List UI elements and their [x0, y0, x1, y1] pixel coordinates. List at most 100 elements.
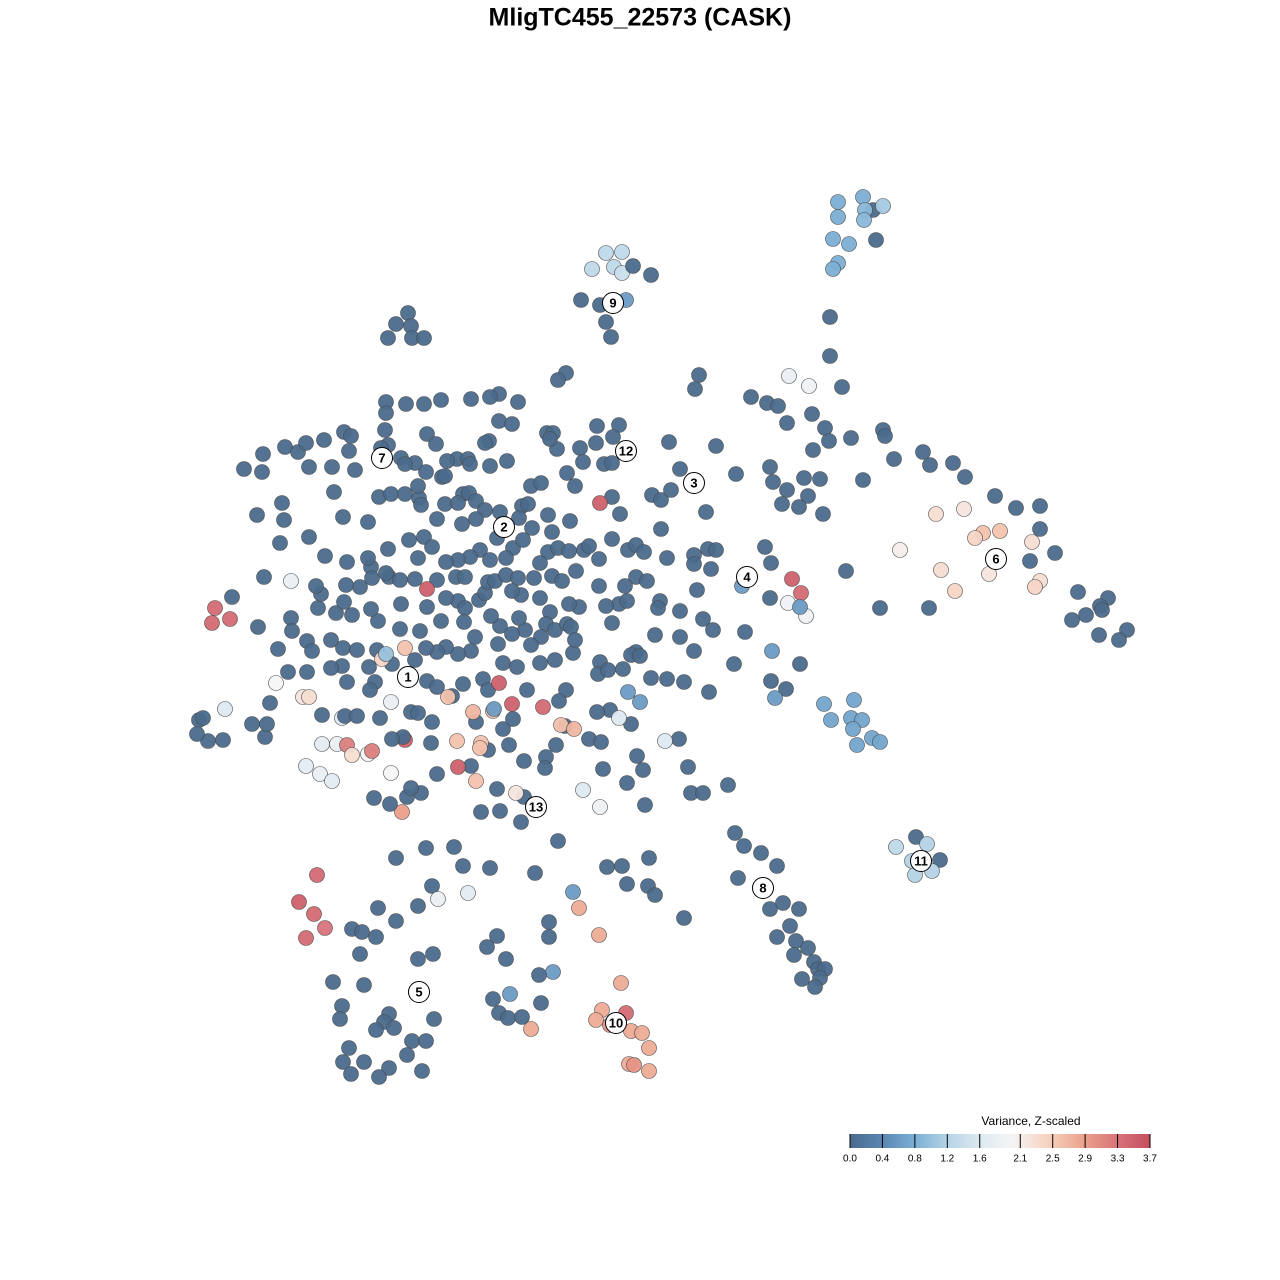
points [189, 189, 1135, 1085]
point [614, 244, 630, 260]
point [450, 495, 466, 511]
point [841, 236, 857, 252]
point [793, 585, 809, 601]
point [324, 459, 340, 475]
point [483, 608, 499, 624]
point [825, 231, 841, 247]
point [643, 670, 659, 686]
colorbar-tick-label: 3.7 [1143, 1154, 1157, 1165]
point [573, 292, 589, 308]
point [371, 1069, 387, 1085]
point [492, 803, 508, 819]
point [614, 265, 630, 281]
point [544, 524, 560, 540]
point [491, 675, 507, 691]
point [561, 596, 577, 612]
colorbar-tick-label: 0.0 [843, 1154, 857, 1165]
point [298, 758, 314, 774]
point [653, 521, 669, 537]
point [559, 465, 575, 481]
point [619, 775, 635, 791]
point [763, 673, 779, 689]
point [511, 510, 527, 526]
point [551, 693, 567, 709]
point [796, 470, 812, 486]
point [695, 611, 711, 627]
point [708, 438, 724, 454]
point [762, 590, 778, 606]
point [502, 986, 518, 1002]
point [383, 765, 399, 781]
point [513, 814, 529, 830]
point [589, 418, 605, 434]
point [615, 661, 631, 677]
point [661, 434, 677, 450]
point [593, 734, 609, 750]
point [378, 565, 394, 581]
point [468, 511, 484, 527]
point [425, 946, 441, 962]
point [462, 456, 478, 472]
point [284, 623, 300, 639]
point [207, 600, 223, 616]
point [491, 413, 507, 429]
point [523, 1021, 539, 1037]
point [489, 928, 505, 944]
point [410, 478, 426, 494]
point [672, 629, 688, 645]
point [779, 415, 795, 431]
point [312, 766, 328, 782]
point [563, 619, 579, 635]
point [604, 455, 620, 471]
point [262, 695, 278, 711]
point [272, 535, 288, 551]
point [509, 659, 525, 675]
point [298, 930, 314, 946]
point [653, 492, 669, 508]
point [317, 548, 333, 564]
colorbar-tick-label: 2.5 [1046, 1154, 1060, 1165]
point [344, 747, 360, 763]
point [728, 466, 744, 482]
point [438, 590, 454, 606]
point [392, 572, 408, 588]
point [589, 704, 605, 720]
point [377, 422, 393, 438]
point [532, 590, 548, 606]
point [378, 405, 394, 421]
point [516, 753, 532, 769]
point [1032, 521, 1048, 537]
point [325, 974, 341, 990]
point [414, 1063, 430, 1079]
point [274, 495, 290, 511]
point [762, 901, 778, 917]
point [423, 735, 439, 751]
point [437, 496, 453, 512]
point [457, 569, 473, 585]
point [520, 496, 536, 512]
point [804, 406, 820, 422]
point [323, 660, 339, 676]
point [433, 613, 449, 629]
point [770, 398, 786, 414]
point [336, 594, 352, 610]
point [727, 825, 743, 841]
chart-title: MligTC455_22573 (CASK) [489, 4, 792, 32]
point [1091, 627, 1107, 643]
point [568, 563, 584, 579]
point [372, 710, 388, 726]
point [584, 261, 600, 277]
cluster-label: 1 [404, 669, 411, 684]
point [410, 951, 426, 967]
point [418, 1033, 434, 1049]
point [588, 435, 604, 451]
point [332, 1011, 348, 1027]
point [830, 209, 846, 225]
point [567, 632, 583, 648]
cluster-label-badge [602, 292, 624, 314]
point [641, 850, 657, 866]
point [416, 396, 432, 412]
point [361, 659, 377, 675]
point [1008, 500, 1024, 516]
